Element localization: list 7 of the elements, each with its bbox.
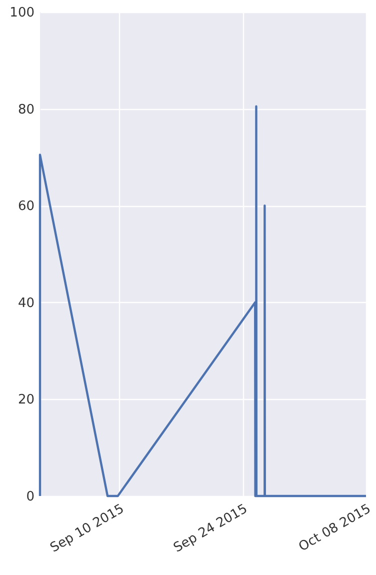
y-tick-label: 20 bbox=[18, 392, 34, 408]
y-tick-label: 0 bbox=[26, 490, 34, 504]
y-tick-label: 40 bbox=[18, 296, 34, 311]
y-tick-label: 60 bbox=[18, 199, 34, 214]
y-tick-label: 80 bbox=[18, 102, 34, 118]
line-series bbox=[38, 105, 368, 498]
y-tick-label: 100 bbox=[10, 6, 34, 20]
